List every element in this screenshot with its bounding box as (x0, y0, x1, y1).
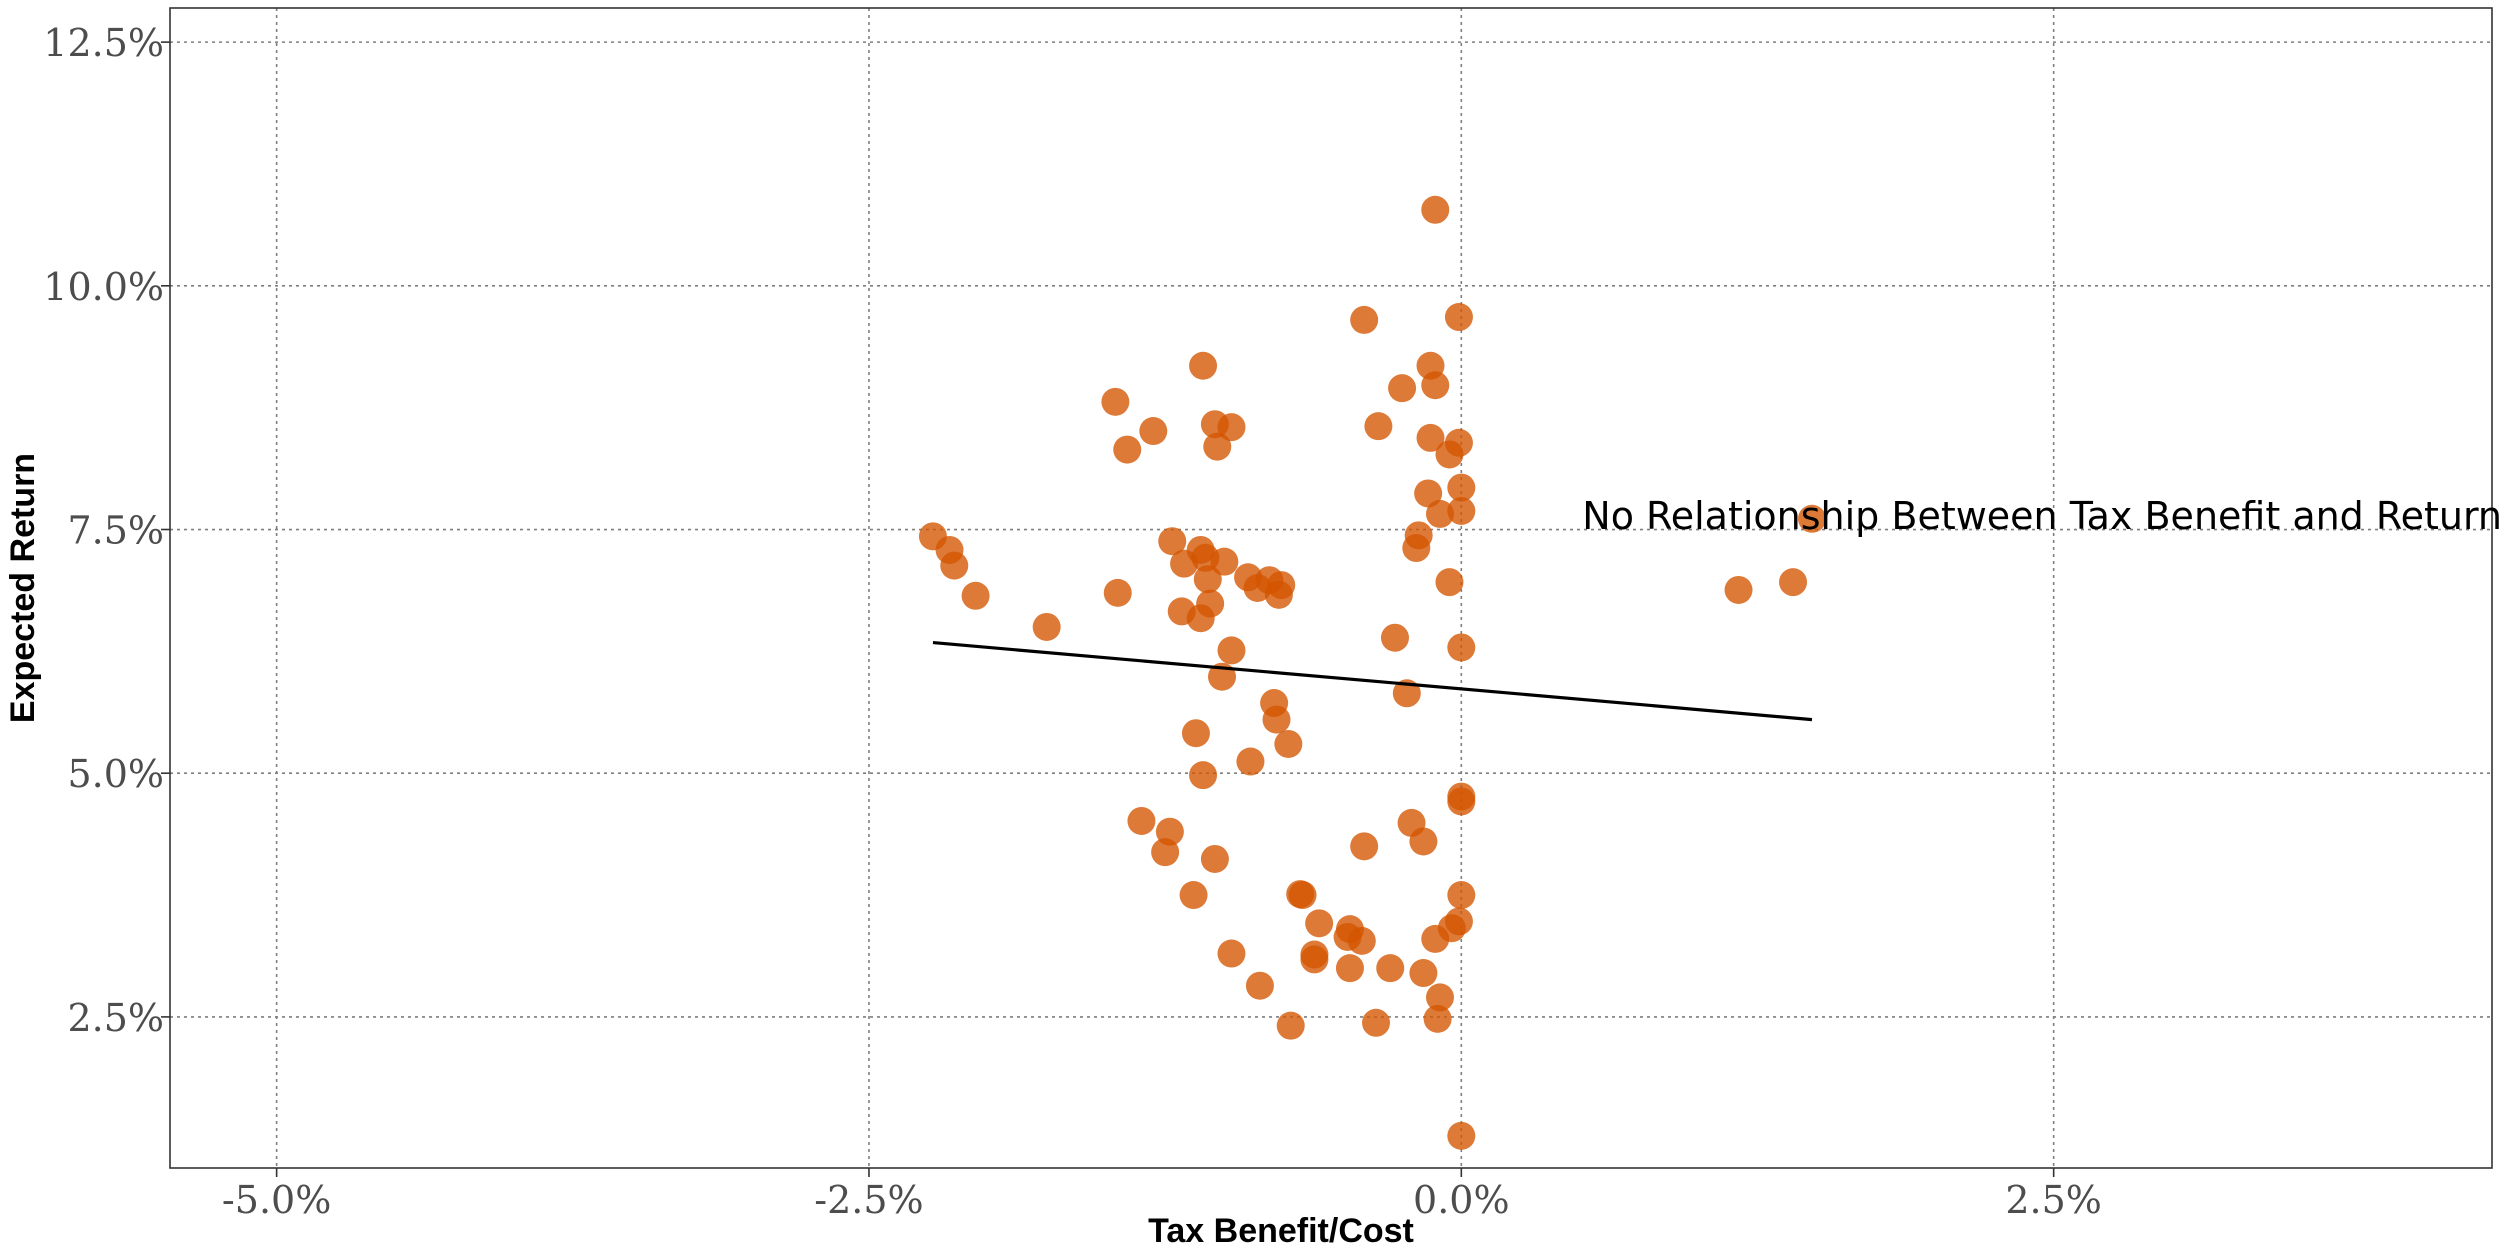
y-tick-label: 2.5% (67, 996, 164, 1040)
x-tick-label: -2.5% (814, 1178, 923, 1222)
data-point (1423, 1004, 1452, 1033)
data-point (1335, 954, 1364, 983)
data-point (1447, 881, 1476, 910)
data-point (940, 551, 969, 580)
data-point (1724, 575, 1753, 604)
y-tick-label: 7.5% (67, 509, 164, 553)
data-point (1181, 719, 1210, 748)
data-point (1210, 547, 1239, 576)
data-point (1236, 747, 1265, 776)
grid-lines (170, 8, 2492, 1168)
data-point (1032, 612, 1061, 641)
data-point (1409, 959, 1438, 988)
data-point (1435, 440, 1464, 469)
data-point (1200, 844, 1229, 873)
x-axis-ticks: -5.0% -2.5% 0.0% 2.5% (222, 1168, 2102, 1222)
data-point (1409, 827, 1438, 856)
data-point (1364, 412, 1393, 441)
data-point (1217, 939, 1246, 968)
data-point (1193, 565, 1222, 594)
data-point (1179, 881, 1208, 910)
data-point (1189, 351, 1218, 380)
data-point (1421, 924, 1450, 953)
x-tick-label: -5.0% (222, 1178, 331, 1222)
data-point (1447, 473, 1476, 502)
data-point (1274, 729, 1303, 758)
data-point (1435, 568, 1464, 597)
y-axis-title: Expected Return (4, 453, 42, 723)
data-point (1414, 479, 1443, 508)
data-point (1203, 432, 1232, 461)
y-tick-label: 12.5% (43, 21, 164, 65)
data-point (1425, 499, 1454, 528)
data-point (1243, 574, 1272, 602)
data-point (1416, 423, 1445, 452)
data-point (1101, 387, 1130, 416)
data-point (1380, 623, 1409, 652)
data-point (1300, 945, 1329, 974)
data-point (1425, 983, 1454, 1012)
data-point (961, 581, 990, 610)
data-point (1170, 549, 1199, 578)
data-point (1113, 435, 1142, 464)
data-point (1447, 633, 1476, 662)
data-point (1388, 374, 1417, 403)
data-point (1305, 909, 1334, 938)
data-point (1127, 806, 1156, 835)
data-point (1103, 578, 1132, 607)
data-point (1264, 580, 1293, 609)
data-point (1350, 305, 1379, 334)
data-point (1245, 971, 1274, 1000)
data-point (1189, 761, 1218, 790)
data-point (1447, 787, 1476, 816)
data-point (1151, 838, 1180, 867)
data-point (1347, 926, 1376, 955)
y-tick-label: 10.0% (43, 265, 164, 309)
x-tick-label: 0.0% (1413, 1178, 1510, 1222)
data-point (1139, 417, 1168, 446)
data-point (1362, 1008, 1391, 1037)
x-tick-label: 2.5% (2005, 1178, 2102, 1222)
data-point (1286, 880, 1315, 909)
data-point (1350, 832, 1379, 861)
x-axis-title: Tax Benefit/Cost (1148, 1212, 1414, 1250)
data-point (1447, 496, 1476, 525)
data-point (1421, 371, 1450, 400)
data-point (1186, 604, 1215, 633)
data-point (1217, 636, 1246, 665)
chart-annotation: No Relationship Between Tax Benefit and … (1582, 494, 2500, 538)
trend-line (932, 640, 1813, 722)
y-axis-ticks: 2.5% 5.0% 7.5% 10.0% 12.5% (43, 21, 170, 1040)
data-point (1447, 1121, 1476, 1150)
data-point (1276, 1011, 1305, 1040)
y-tick-label: 5.0% (67, 752, 164, 796)
plot-panel-border (169, 7, 2493, 1169)
data-point (1797, 504, 1826, 533)
data-point (1262, 705, 1291, 734)
data-point (1421, 195, 1450, 224)
data-point (1779, 568, 1808, 597)
data-point (1158, 527, 1187, 556)
data-point (1402, 534, 1431, 563)
scatter-points (918, 195, 1826, 1150)
data-point (1217, 413, 1246, 442)
data-point (1444, 303, 1473, 332)
data-point (1376, 954, 1405, 983)
